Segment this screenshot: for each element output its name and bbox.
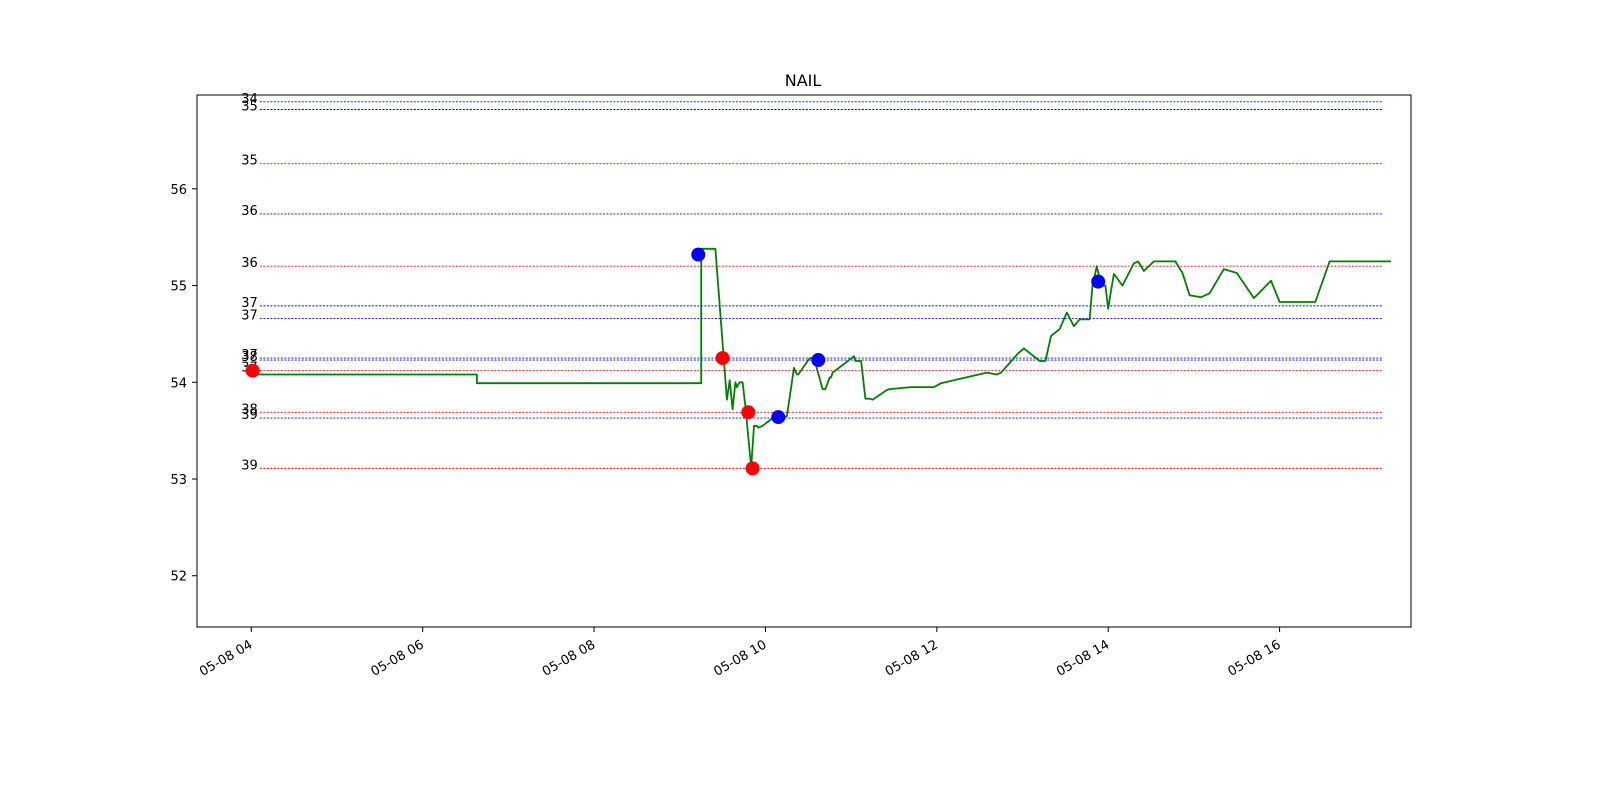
level-label: 38 <box>241 402 258 417</box>
y-tick-label: 53 <box>170 473 187 488</box>
signal-marker <box>691 247 706 262</box>
level-label: 36 <box>241 204 258 219</box>
level-label: 39 <box>241 458 258 473</box>
signal-marker <box>811 353 826 368</box>
level-label: 34 <box>241 92 258 107</box>
signal-marker <box>715 351 730 366</box>
y-tick-label: 55 <box>170 280 187 295</box>
level-label: 36 <box>241 256 258 271</box>
signal-marker <box>771 410 786 425</box>
series-line <box>251 247 1391 469</box>
signal-marker <box>1091 274 1106 289</box>
signal-marker <box>741 405 756 420</box>
level-label: 35 <box>241 154 258 169</box>
y-tick-label: 56 <box>170 183 187 198</box>
level-label: 38 <box>241 350 258 365</box>
chart-title: NAIL <box>785 71 822 90</box>
level-label: 37 <box>241 308 258 323</box>
level-label: 37 <box>241 348 258 363</box>
signal-marker <box>245 363 260 378</box>
y-tick-label: 54 <box>170 376 187 391</box>
plot-area: 34353536363737373837383939525354555605-0… <box>170 92 1391 680</box>
y-tick-label: 52 <box>170 570 187 585</box>
level-label: 39 <box>241 408 258 423</box>
level-label: 37 <box>241 296 258 311</box>
level-label: 35 <box>241 100 258 115</box>
axes-frame <box>196 94 1412 628</box>
signal-marker <box>745 461 760 476</box>
